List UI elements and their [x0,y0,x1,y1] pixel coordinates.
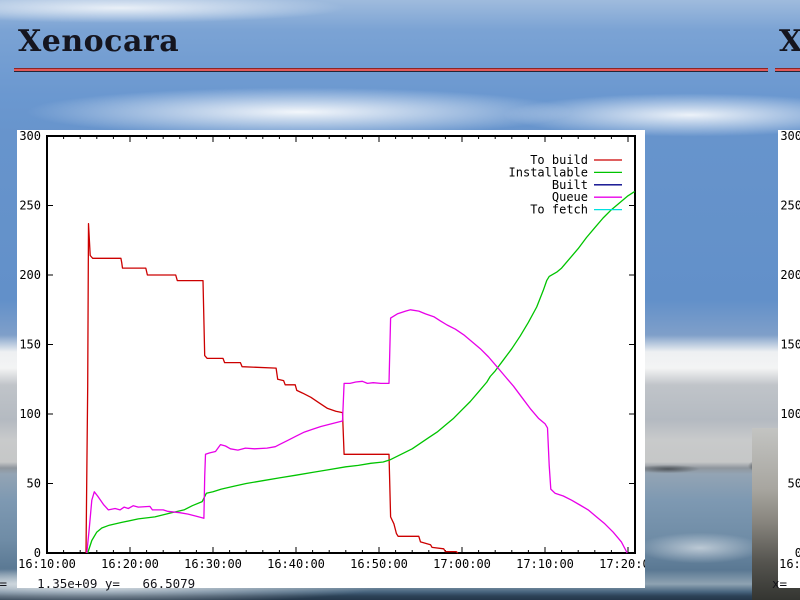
section-divider-2 [775,68,800,72]
y-tick-label: 200 [780,268,800,282]
build-stats-chart-2: 05010015020025030016:10:0016:20:0016:30:… [779,130,800,571]
y-tick-label: 0 [795,546,800,560]
legend-label: To fetch [530,203,588,217]
x-tick-label: 16:10:00 [18,557,76,571]
legend-label: To build [530,153,588,167]
y-tick-label: 50 [788,477,800,491]
page-title-2: Xenocara [779,24,800,59]
section-xenocara: Xenocara 0 50 100 150 200 250 300 16:10:00 16:20… [0,0,768,588]
y-tick-label: 300 [19,130,41,143]
legend-label: Built [552,178,588,192]
y-tick-label: 0 [34,546,41,560]
y-tick-label: 250 [19,199,41,213]
legend-label: Queue [552,190,588,204]
series-line-queue [86,309,628,554]
x-tick-label: 16:50:00 [350,557,408,571]
x-tick-label: 17:10:00 [516,557,574,571]
mouse-coordinates-text: x= 1.35e+09 y= 66.5079 [0,576,196,591]
series-line-installable [87,191,635,554]
y-tick-label: 100 [19,407,41,421]
build-chart-image: 0 50 100 150 200 250 300 16:10:00 16:20:00 16:30:… [17,130,645,588]
y-tick-label: 300 [780,130,800,143]
y-tick-label: 250 [780,199,800,213]
y-tick-label: 200 [19,268,41,282]
section-divider [14,68,768,72]
y-tick-label: 150 [780,338,800,352]
legend-label: Installable [509,165,588,179]
x-tick-label: 16:40:00 [267,557,325,571]
page-title: Xenocara [18,24,180,59]
section-xenocara-2: Xenocara 05010015020025030016:10:0016:20… [761,0,800,588]
mouse-coordinates-text-2: x= 1.35e+09 y= 66.5079 [772,576,788,591]
x-tick-label: 16:20:00 [101,557,159,571]
x-tick-label: 17:00:00 [433,557,491,571]
y-tick-label: 150 [19,338,41,352]
x-tick-label: 16:10:00 [779,557,800,571]
series-line-to-build [85,222,459,554]
x-tick-label: 17:20:00 [599,557,645,571]
build-chart-image-2: 05010015020025030016:10:0016:20:0016:30:… [778,130,800,588]
y-tick-label: 50 [27,477,41,491]
x-tick-label: 16:30:00 [184,557,242,571]
y-tick-label: 100 [780,407,800,421]
build-stats-chart: 0 50 100 150 200 250 300 16:10:00 16:20:00 16:30:… [18,130,645,571]
